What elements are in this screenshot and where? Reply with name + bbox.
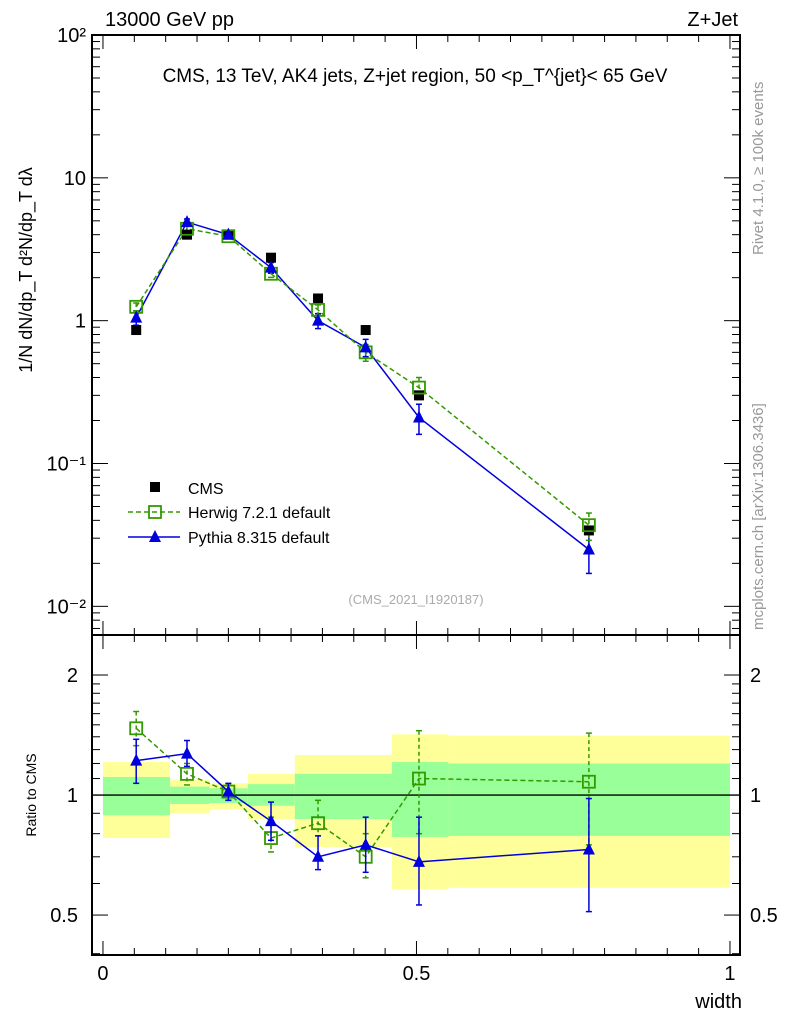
y-tick-label: 10²	[57, 25, 86, 47]
y-tick-label: 10⁻²	[47, 596, 87, 618]
data-point-pythia	[412, 410, 425, 423]
ratio-band-green	[392, 762, 449, 837]
data-point-herwig	[581, 518, 596, 533]
data-point-pythia	[130, 310, 143, 323]
data-point-pythia	[180, 215, 193, 228]
ratio-point-herwig	[581, 774, 596, 789]
ratio-point-herwig	[311, 816, 325, 831]
ratio-point-pythia	[265, 814, 278, 827]
data-point-cms	[266, 252, 277, 263]
ratio-point-pythia	[582, 842, 595, 855]
legend-cms: CMS	[188, 481, 224, 498]
ratio-y-tick-label: 2	[67, 665, 78, 687]
ratio-y-tick-label: 1	[67, 785, 78, 807]
ratio-point-pythia	[222, 784, 235, 797]
legend-marker-cms	[150, 482, 160, 492]
x-tick-label: 1	[724, 963, 735, 985]
ratio-point-herwig	[412, 771, 426, 786]
ratio-point-pythia	[130, 753, 143, 766]
data-point-pythia	[222, 227, 235, 240]
data-point-pythia	[582, 542, 595, 555]
ratio-point-pythia	[312, 849, 325, 862]
x-tick-label: 0	[97, 963, 108, 985]
data-point-pythia	[359, 340, 372, 353]
ratio-ylabel: Ratio to CMS	[23, 753, 39, 836]
data-point-herwig	[412, 380, 426, 395]
main-title: CMS, 13 TeV, AK4 jets, Z+jet region, 50 …	[163, 66, 668, 87]
ratio-y-tick-label-right: 2	[750, 665, 761, 687]
legend-pythia: Pythia 8.315 default	[188, 530, 330, 547]
main-ylabel: 1/N dN/dp_T d²N/dp_T dλ	[16, 167, 37, 372]
data-point-pythia	[312, 313, 325, 326]
ratio-point-herwig	[180, 766, 194, 781]
ratio-point-pythia	[180, 746, 193, 759]
watermark: (CMS_2021_I1920187)	[348, 592, 483, 607]
y-tick-label: 10	[64, 168, 86, 190]
ratio-y-tick-label: 0.5	[50, 905, 78, 927]
data-point-pythia	[265, 260, 278, 273]
legend-marker-pythia	[149, 530, 161, 542]
x-axis-label: width	[694, 991, 742, 1013]
ratio-y-tick-label-right: 0.5	[750, 905, 778, 927]
legend-marker-herwig	[148, 505, 162, 519]
header-right: Z+Jet	[687, 9, 738, 31]
ratio-line-pythia	[136, 752, 589, 863]
series-line-pythia	[135, 221, 590, 551]
mcplots-label: mcplots.cern.ch [arXiv:1306.3436]	[750, 403, 767, 630]
header-left: 13000 GeV pp	[105, 9, 234, 31]
x-tick-label: 0.5	[403, 963, 431, 985]
y-tick-label: 10⁻¹	[47, 454, 87, 476]
ratio-point-herwig	[129, 721, 144, 736]
ratio-point-pythia	[412, 854, 425, 867]
ratio-point-pythia	[359, 837, 372, 850]
data-point-cms	[360, 325, 371, 336]
rivet-label: Rivet 4.1.0, ≥ 100k events	[750, 82, 767, 255]
legend-herwig: Herwig 7.2.1 default	[188, 505, 331, 522]
y-tick-label: 1	[75, 311, 86, 333]
ratio-y-tick-label-right: 1	[750, 785, 761, 807]
ratio-band-green	[294, 773, 393, 820]
data-point-cms	[313, 293, 324, 304]
data-point-cms	[131, 325, 142, 336]
data-point-cms	[413, 390, 424, 401]
